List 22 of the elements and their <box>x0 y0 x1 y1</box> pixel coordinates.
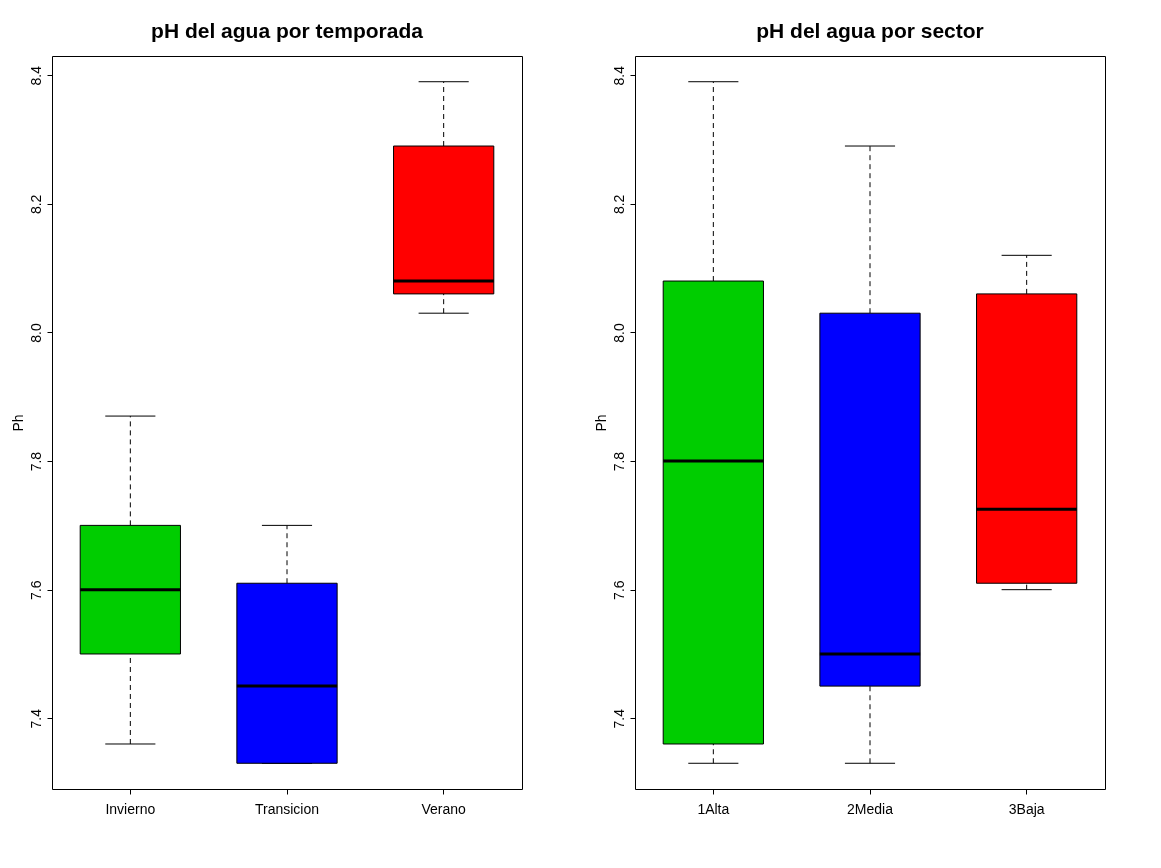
y-tick-label: 8.0 <box>27 323 44 343</box>
x-tick-label: 1Alta <box>697 800 730 817</box>
chart-title: pH del agua por sector <box>756 19 984 42</box>
y-tick-label: 8.4 <box>27 65 44 86</box>
x-tick-label: Transicion <box>254 800 320 817</box>
y-tick-label: 7.4 <box>610 708 627 729</box>
y-tick-label: 7.6 <box>610 580 627 600</box>
y-tick-label: 7.4 <box>27 708 44 729</box>
y-tick-label: 8.2 <box>27 194 44 215</box>
x-tick-label: Verano <box>421 800 467 817</box>
y-tick-label: 8.0 <box>610 323 627 343</box>
x-tick-label: Invierno <box>105 800 156 817</box>
y-tick-label: 7.8 <box>610 451 627 472</box>
y-tick-label: 7.6 <box>27 580 44 600</box>
x-tick-label: 2Media <box>847 800 894 817</box>
chart-title: pH del agua por temporada <box>151 19 424 42</box>
y-tick-label: 7.8 <box>27 451 44 472</box>
y-tick-label: 8.2 <box>610 194 627 215</box>
x-tick-label: 3Baja <box>1008 800 1045 817</box>
y-tick-label: 8.4 <box>610 65 627 86</box>
y-axis-title: Ph <box>592 414 609 432</box>
y-axis-title: Ph <box>9 414 26 432</box>
